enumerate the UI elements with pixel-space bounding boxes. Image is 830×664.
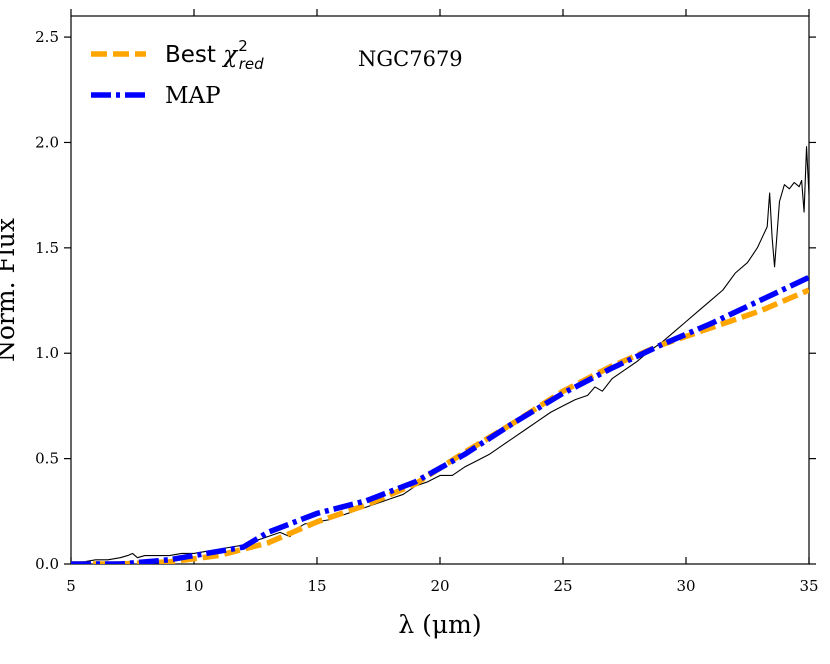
x-tick-label: 35 <box>799 577 818 595</box>
x-axis-label: λ (μm) <box>398 610 481 639</box>
y-tick-label: 1.0 <box>35 344 59 362</box>
y-tick-label: 2.5 <box>35 28 59 46</box>
x-tick-label: 10 <box>184 577 203 595</box>
legend-best-prefix: Best <box>165 42 223 68</box>
y-tick-label: 0.0 <box>35 555 59 573</box>
y-tick-label: 1.5 <box>35 239 59 257</box>
plot-area <box>70 15 810 565</box>
legend-label-map: MAP <box>165 83 221 109</box>
legend-label-best-chi2: Best χ2 red <box>165 37 264 73</box>
x-tick-label: 5 <box>66 577 76 595</box>
x-tick-label: 20 <box>430 577 449 595</box>
series-layer <box>71 146 809 564</box>
y-axis-ticks: 0.0 0.5 1.0 1.5 2.0 2.5 <box>35 28 816 573</box>
series-line-map <box>71 274 809 564</box>
y-axis-label: Norm. Flux <box>0 218 20 362</box>
x-tick-label: 25 <box>553 577 572 595</box>
legend-chi-symbol: χ <box>221 42 239 68</box>
legend-chi-superscript: 2 <box>238 37 248 55</box>
x-tick-label: 15 <box>307 577 326 595</box>
x-axis-ticks: 5 10 15 20 25 30 35 <box>66 9 819 595</box>
legend-chi-subscript: red <box>239 55 264 73</box>
legend: Best χ2 red MAP <box>91 37 264 109</box>
y-tick-label: 0.5 <box>35 450 59 468</box>
galaxy-name-annotation: NGC7679 <box>358 47 463 71</box>
y-tick-label: 2.0 <box>35 133 59 151</box>
x-tick-label: 30 <box>676 577 695 595</box>
